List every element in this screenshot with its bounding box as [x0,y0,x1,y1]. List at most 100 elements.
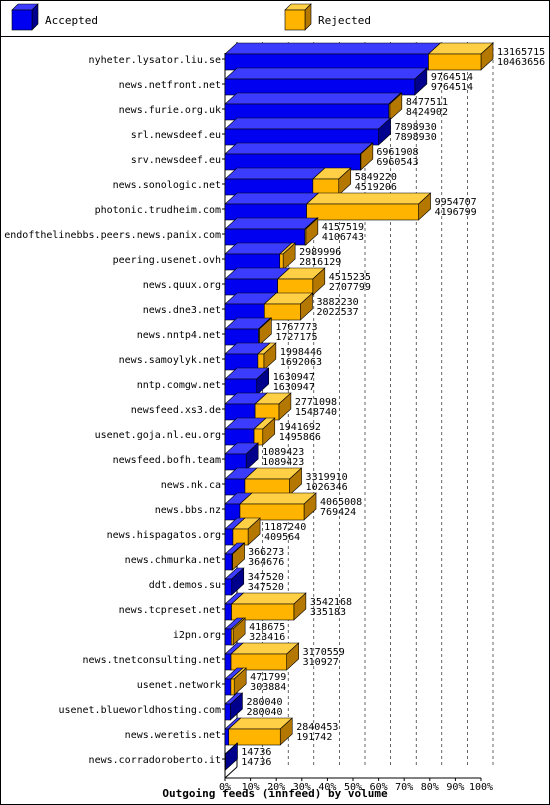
rejected-bar-front [231,553,233,571]
category-label: nyheter.lysator.liu.se [89,55,221,66]
accepted-bar-top [224,167,326,180]
bar-row: endofthelinebbs.peers.news.panix.com 4157… [4,217,364,246]
data-label-accepted: 6960543 [376,157,418,168]
rejected-bar [257,342,277,371]
accepted-bar [224,567,245,596]
rejected-bar-front [232,528,249,546]
category-label: news.samoylyk.net [119,355,221,366]
rejected-bar-front [230,628,234,646]
rejected-bar-front [279,253,284,271]
category-label: news.tcpreset.net [119,605,221,616]
accepted-bar-front [224,103,390,121]
data-label-rejected: 471799 [250,672,286,683]
data-label-rejected: 3319910 [306,472,348,483]
accepted-bar-front [224,203,307,221]
data-label-accepted: 310927 [303,657,339,668]
data-label-rejected: 9764514 [431,72,473,83]
accepted-bar-front [224,453,247,471]
category-label: news.tnetconsulting.net [83,655,221,666]
category-label: usenet.blueworldhosting.com [58,705,221,716]
data-label-accepted: 280040 [246,707,282,718]
accepted-bar-front [224,303,265,321]
accepted-bar-front [224,153,361,171]
accepted-bar-front [224,328,259,346]
category-label: news.nk.ca [161,480,221,491]
data-label-rejected: 3882230 [316,297,358,308]
accepted-bar [224,42,442,71]
data-label-accepted: 1692063 [280,357,322,368]
category-label: photonic.trudheim.com [95,205,221,216]
rejected-bar [230,592,307,621]
data-label-rejected: 2771098 [295,397,337,408]
axis-corner [224,766,238,779]
accepted-bar-front [224,753,226,771]
rejected-bar [230,642,300,671]
data-label-accepted: 347520 [248,582,284,593]
data-label-accepted: 409564 [264,532,300,543]
accepted-bar-front [224,128,379,146]
data-label-accepted: 1727175 [275,332,317,343]
accepted-bar-front [224,378,258,396]
category-label: endofthelinebbs.peers.news.panix.com [4,230,221,241]
data-label-rejected: 3170559 [303,647,345,658]
category-label: news.nntp4.net [137,330,221,341]
x-tick-label: 20% [267,782,285,793]
accepted-bar-top [224,142,374,155]
data-label-accepted: 1630947 [273,382,315,393]
data-label-rejected: 9954707 [435,197,477,208]
accepted-bar-front [224,678,232,696]
data-label-rejected: 2989996 [299,247,341,258]
data-label-accepted: 1089423 [262,457,304,468]
category-label: newsfeed.bofh.team [113,455,221,466]
x-tick-label: 60% [370,782,388,793]
accepted-bar [224,692,244,721]
data-label-rejected: 4157519 [322,222,364,233]
rejected-bar-front [239,503,305,521]
data-label-rejected: 1767773 [275,322,317,333]
accepted-bar-top [224,92,402,105]
data-label-accepted: 323416 [249,632,285,643]
category-label: srv.newsdeef.eu [131,155,221,166]
data-label-accepted: 364676 [248,557,284,568]
data-label-rejected: 1089423 [262,447,304,458]
data-label-rejected: 5849220 [355,172,397,183]
data-label-accepted: 10463656 [497,57,545,68]
legend: Accepted Rejected [11,3,371,31]
accepted-bar [224,367,270,396]
category-label: peering.usenet.ovh [113,255,221,266]
legend-accepted-label: Accepted [45,14,98,27]
accepted-bar-front [224,78,416,96]
rejected-bar-front [230,678,235,696]
legend-rejected-label: Rejected [318,14,371,27]
data-label-rejected: 1630947 [273,372,315,383]
accepted-bar-front [224,628,232,646]
data-label-rejected: 4065008 [320,497,362,508]
accepted-bar-front [224,53,429,71]
accepted-bar-front [224,278,278,296]
rejected-bar-front [428,53,482,71]
accepted-bar-front [224,178,314,196]
rejected-bar [276,267,326,296]
accepted-bar-front [224,253,281,271]
rejected-bar [359,142,374,171]
rejected-bar [253,417,276,446]
category-label: news.netfront.net [119,80,221,91]
data-label-accepted: 303884 [250,682,286,693]
data-label-accepted: 335183 [310,607,346,618]
accepted-bar-front [224,478,246,496]
data-label-accepted: 2022537 [316,307,358,318]
data-label-rejected: 4515235 [329,272,371,283]
accepted-bar [224,217,318,246]
